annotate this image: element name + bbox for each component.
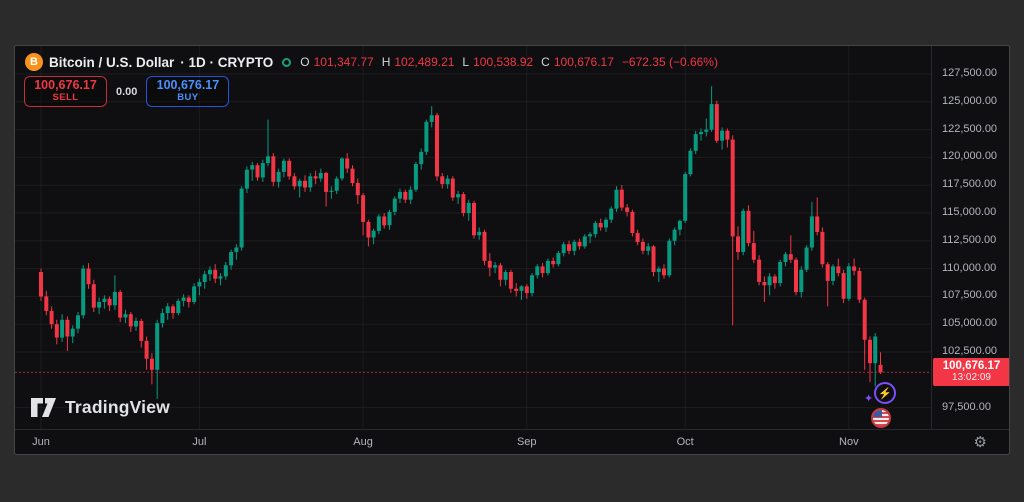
tradingview-logo-text: TradingView [65, 397, 170, 417]
market-status-icon[interactable] [282, 57, 292, 67]
low-value: 100,538.92 [473, 55, 534, 69]
sell-price: 100,676.17 [34, 78, 97, 93]
price-axis-label: 117,500.00 [942, 178, 997, 191]
price-axis-label: 97,500.00 [942, 400, 991, 413]
time-axis-label: Jul [192, 436, 207, 448]
candlestick-chart[interactable] [15, 46, 931, 429]
price-axis-label: 115,000.00 [942, 206, 997, 219]
time-axis[interactable]: ⚙ Jun Jul Aug Sep Oct Nov [15, 429, 1009, 454]
buy-button[interactable]: 100,676.17 BUY [146, 76, 230, 107]
time-axis-label: Sep [516, 436, 537, 448]
price-axis-label: 110,000.00 [942, 261, 997, 274]
buy-label: BUY [177, 92, 199, 104]
sell-label: SELL [52, 92, 79, 104]
time-axis-label: Nov [839, 436, 859, 448]
time-axis-label: Oct [676, 436, 694, 448]
price-axis-label: 102,500.00 [942, 345, 998, 358]
open-label: O [300, 55, 310, 69]
symbol-title[interactable]: Bitcoin / U.S. Dollar [49, 54, 175, 70]
lightning-icon: ⚡ [878, 387, 892, 400]
tradingview-watermark[interactable]: TradingView [30, 397, 170, 418]
price-axis-label: 105,000.00 [942, 317, 998, 330]
high-value: 102,489.21 [394, 55, 455, 69]
bitcoin-icon: B [25, 53, 43, 71]
symbol-meta: · 1D · CRYPTO [180, 54, 274, 70]
trade-buttons: 100,676.17 SELL 0.00 100,676.17 BUY [24, 76, 230, 107]
price-axis[interactable]: 100,676.17 13:02:09 127,500.00 125,000.00… [931, 46, 1009, 429]
last-price-badge: 100,676.17 13:02:09 [933, 358, 1009, 387]
close-label: C [541, 55, 550, 69]
price-axis-label: 120,000.00 [942, 150, 998, 163]
buy-price: 100,676.17 [156, 78, 220, 93]
high-label: H [381, 55, 391, 69]
last-price-value: 100,676.17 [942, 360, 1001, 373]
sparkle-icon: ✦ [864, 393, 874, 405]
low-label: L [462, 55, 470, 69]
price-axis-label: 125,000.00 [942, 94, 998, 107]
time-axis-label: Jun [32, 436, 50, 448]
flash-event-icon[interactable]: ⚡ [874, 382, 896, 404]
price-axis-label: 122,500.00 [942, 122, 998, 135]
chart-panel: B Bitcoin / U.S. Dollar · 1D · CRYPTO O … [14, 45, 1010, 455]
spread-value: 0.00 [116, 85, 138, 98]
chart-canvas[interactable] [15, 46, 931, 429]
symbol-header: B Bitcoin / U.S. Dollar · 1D · CRYPTO O … [25, 53, 718, 71]
tradingview-logo-icon [31, 398, 56, 417]
last-price-time: 13:02:09 [952, 372, 991, 384]
price-axis-label: 107,500.00 [942, 289, 998, 302]
ohlc-readout: O 101,347.77 H 102,489.21 L 100,538.92 C… [300, 55, 718, 69]
time-axis-label: Aug [353, 436, 373, 448]
close-value: 100,676.17 [553, 55, 614, 69]
us-flag-event-icon[interactable] [871, 408, 891, 428]
gear-icon[interactable]: ⚙ [973, 434, 987, 451]
price-axis-label: 112,500.00 [942, 233, 997, 246]
price-axis-label: 127,500.00 [942, 67, 998, 80]
change-value: −672.35 (−0.66%) [621, 55, 718, 69]
flag-canton [873, 410, 882, 417]
open-value: 101,347.77 [313, 55, 374, 69]
sell-button[interactable]: 100,676.17 SELL [24, 76, 107, 107]
